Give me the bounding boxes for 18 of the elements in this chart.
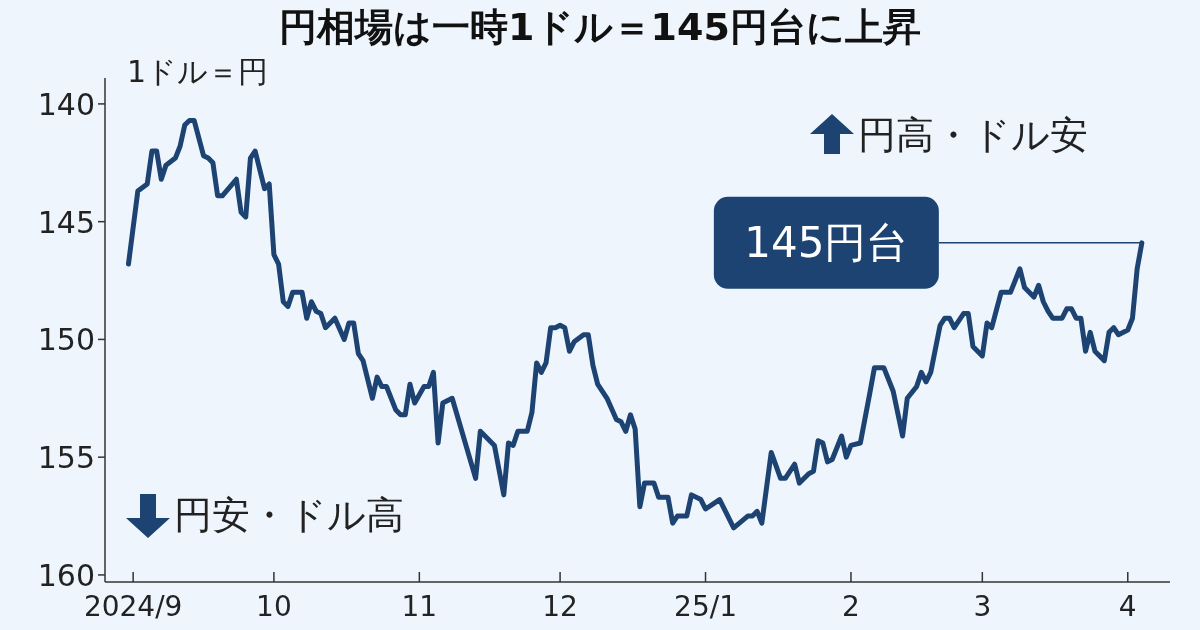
x-tick-label: 3	[973, 590, 992, 623]
x-tick-label: 12	[542, 590, 578, 623]
y-tick-label: 160	[37, 557, 95, 593]
y-tick-label: 140	[37, 86, 95, 122]
x-tick-label: 2024/9	[83, 590, 183, 623]
chart-title: 円相場は一時1ドル＝145円台に上昇	[279, 5, 921, 49]
y-tick-label: 155	[37, 440, 95, 476]
annotation: 145円台	[744, 217, 909, 267]
y-axis-title: 1ドル＝円	[127, 54, 269, 89]
x-tick-label: 10	[256, 590, 292, 623]
annotation: 円高・ドル安	[858, 113, 1088, 157]
x-tick-label: 2	[842, 590, 860, 623]
x-tick-label: 25/1	[674, 590, 737, 623]
x-tick-label: 4	[1118, 590, 1137, 623]
y-tick-label: 150	[37, 322, 95, 358]
y-tick-label: 145	[37, 204, 95, 240]
x-tick-label: 11	[401, 590, 438, 623]
annotation: 円安・ドル高	[174, 493, 404, 537]
